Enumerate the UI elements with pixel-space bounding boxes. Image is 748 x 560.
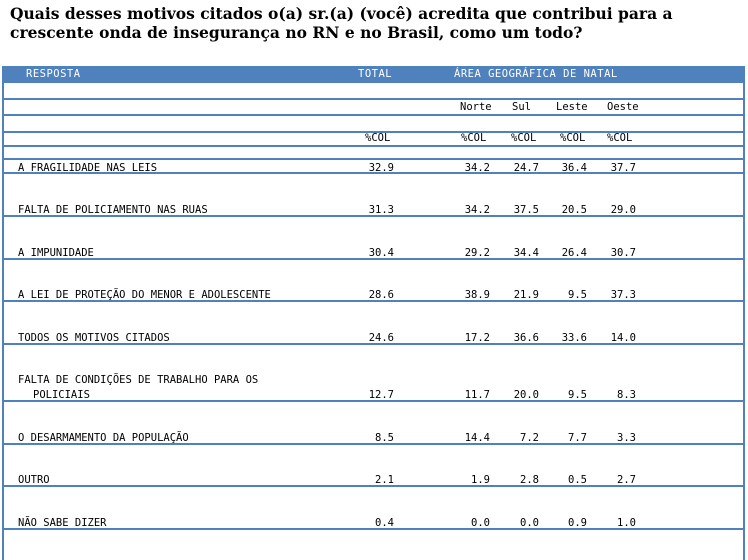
cell-oeste: 2.7 [617,474,636,486]
cell-norte: 34.2 [464,204,490,216]
cell-total: 2.1 [375,474,394,486]
table-header: RESPOSTA TOTAL ÁREA GEOGRÁFICA DE NATAL [2,66,745,83]
header-total: TOTAL [358,68,393,80]
cell-oeste: 37.7 [610,162,636,174]
divider [4,131,743,133]
row-label-continued: POLICIAIS [33,389,90,401]
cell-leste: 9.5 [568,289,587,301]
cell-oeste: 30.7 [610,247,636,259]
row-label: OUTRO [18,474,50,486]
cell-sul: 2.8 [520,474,539,486]
cell-norte: 0.0 [471,517,490,529]
row-label: A FRAGILIDADE NAS LEIS [18,162,158,174]
divider [4,145,743,147]
cell-total: 28.6 [368,289,394,301]
row-divider [4,528,743,530]
header-area: ÁREA GEOGRÁFICA DE NATAL [454,68,618,80]
subheader-oeste: Oeste [607,101,639,113]
row-label: NÃO SABE DIZER [18,517,107,529]
cell-leste: 0.9 [568,517,587,529]
cell-total: 32.9 [368,162,394,174]
cell-sul: 0.0 [520,517,539,529]
cell-total: 24.6 [368,332,394,344]
cell-sul: 7.2 [520,432,539,444]
cell-total: 0.4 [375,517,394,529]
divider [4,114,743,116]
cell-oeste: 14.0 [610,332,636,344]
row-label: TODOS OS MOTIVOS CITADOS [18,332,170,344]
cell-leste: 33.6 [561,332,587,344]
cell-sul: 20.0 [513,389,539,401]
col-label-sul: %COL [511,132,537,144]
results-table: RESPOSTA TOTAL ÁREA GEOGRÁFICA DE NATAL … [2,66,745,560]
cell-oeste: 8.3 [617,389,636,401]
question-title: Quais desses motivos citados o(a) sr.(a)… [10,4,673,42]
cell-oeste: 37.3 [610,289,636,301]
row-label: FALTA DE POLICIAMENTO NAS RUAS [18,204,208,216]
row-label: O DESARMAMENTO DA POPULAÇÃO [18,432,189,444]
cell-norte: 17.2 [464,332,490,344]
row-divider [4,300,743,302]
cell-leste: 7.7 [568,432,587,444]
col-label-leste: %COL [560,132,586,144]
cell-norte: 34.2 [464,162,490,174]
row-label: FALTA DE CONDIÇÕES DE TRABALHO PARA OS [18,374,259,386]
subheader-leste: Leste [556,101,588,113]
cell-total: 12.7 [368,389,394,401]
cell-leste: 9.5 [568,389,587,401]
cell-total: 30.4 [368,247,394,259]
subheader-norte: Norte [460,101,492,113]
subheader-sul: Sul [512,101,531,113]
row-divider [4,343,743,345]
cell-sul: 36.6 [513,332,539,344]
cell-leste: 36.4 [561,162,587,174]
row-divider [4,172,743,174]
cell-norte: 14.4 [464,432,490,444]
header-resposta: RESPOSTA [26,68,81,80]
cell-oeste: 29.0 [610,204,636,216]
cell-total: 8.5 [375,432,394,444]
cell-sul: 34.4 [513,247,539,259]
cell-norte: 29.2 [464,247,490,259]
divider [4,158,743,160]
row-label: A IMPUNIDADE [18,247,94,259]
divider [4,98,743,100]
cell-sul: 21.9 [513,289,539,301]
row-divider [4,258,743,260]
cell-oeste: 1.0 [617,517,636,529]
cell-norte: 1.9 [471,474,490,486]
cell-oeste: 3.3 [617,432,636,444]
cell-leste: 26.4 [561,247,587,259]
row-divider [4,485,743,487]
cell-sul: 24.7 [513,162,539,174]
row-divider [4,215,743,217]
col-label-norte: %COL [461,132,487,144]
cell-leste: 20.5 [561,204,587,216]
cell-total: 31.3 [368,204,394,216]
cell-sul: 37.5 [513,204,539,216]
cell-norte: 38.9 [464,289,490,301]
row-divider [4,400,743,402]
col-label-total: %COL [365,132,391,144]
row-divider [4,443,743,445]
col-label-oeste: %COL [607,132,633,144]
cell-norte: 11.7 [464,389,490,401]
row-label: A LEI DE PROTEÇÃO DO MENOR E ADOLESCENTE [18,289,271,301]
cell-leste: 0.5 [568,474,587,486]
